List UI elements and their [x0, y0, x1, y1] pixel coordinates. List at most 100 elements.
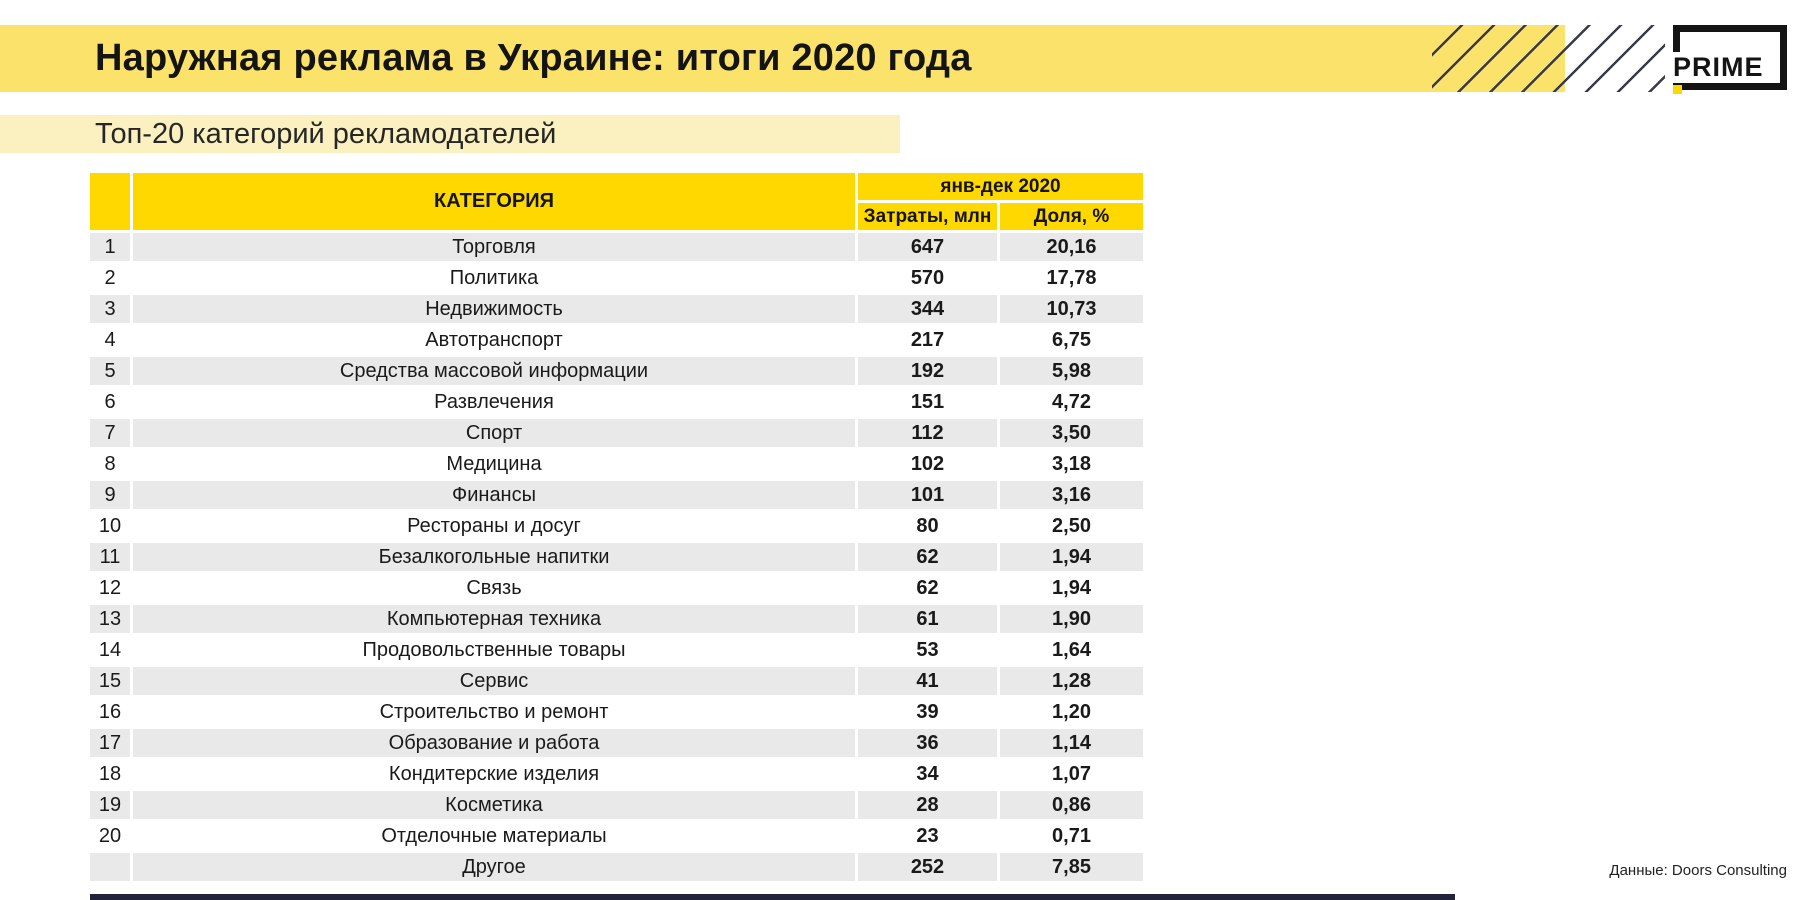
- table-row: 3 Недвижимость 344 10,73: [90, 295, 1143, 323]
- share-cell: 3,50: [1000, 419, 1143, 447]
- spend-cell: 192: [858, 357, 997, 385]
- category-cell: Рестораны и досуг: [133, 512, 855, 540]
- spend-cell: 151: [858, 388, 997, 416]
- category-cell: Автотранспорт: [133, 326, 855, 354]
- table-row: 14 Продовольственные товары 53 1,64: [90, 636, 1143, 664]
- share-cell: 7,85: [1000, 853, 1143, 881]
- share-cell: 0,71: [1000, 822, 1143, 850]
- prime-logo: PRIME: [1673, 25, 1787, 94]
- page-title: Наружная реклама в Украине: итоги 2020 г…: [95, 37, 972, 79]
- table-row: 11 Безалкогольные напитки 62 1,94: [90, 543, 1143, 571]
- share-cell: 3,18: [1000, 450, 1143, 478]
- share-cell: 1,90: [1000, 605, 1143, 633]
- rank-cell: 10: [90, 512, 130, 540]
- category-cell: Продовольственные товары: [133, 636, 855, 664]
- category-cell: Другое: [133, 853, 855, 881]
- subtitle-highlight: Топ-20 категорий рекламодателей: [0, 115, 900, 153]
- share-column-header: Доля, %: [1000, 203, 1143, 230]
- rank-cell: 2: [90, 264, 130, 292]
- rank-cell: 7: [90, 419, 130, 447]
- table-row: 15 Сервис 41 1,28: [90, 667, 1143, 695]
- table-row: 20 Отделочные материалы 23 0,71: [90, 822, 1143, 850]
- category-cell: Строительство и ремонт: [133, 698, 855, 726]
- share-cell: 1,64: [1000, 636, 1143, 664]
- share-cell: 5,98: [1000, 357, 1143, 385]
- spend-cell: 80: [858, 512, 997, 540]
- category-cell: Политика: [133, 264, 855, 292]
- rank-cell: 17: [90, 729, 130, 757]
- spend-cell: 101: [858, 481, 997, 509]
- table-body: 1 Торговля 647 20,16 2 Политика 570 17,78 3 Недви…: [90, 233, 1143, 881]
- rank-cell: 9: [90, 481, 130, 509]
- category-cell: Косметика: [133, 791, 855, 819]
- table-row: 2 Политика 570 17,78: [90, 264, 1143, 292]
- share-cell: 4,72: [1000, 388, 1143, 416]
- prime-logo-accent-square: [1673, 85, 1682, 94]
- category-cell: Кондитерские изделия: [133, 760, 855, 788]
- share-cell: 1,14: [1000, 729, 1143, 757]
- table-row: 17 Образование и работа 36 1,14: [90, 729, 1143, 757]
- share-cell: 17,78: [1000, 264, 1143, 292]
- table-row: 19 Косметика 28 0,86: [90, 791, 1143, 819]
- category-cell: Образование и работа: [133, 729, 855, 757]
- spend-cell: 647: [858, 233, 997, 261]
- table-row: 4 Автотранспорт 217 6,75: [90, 326, 1143, 354]
- title-bar: Наружная реклама в Украине: итоги 2020 г…: [0, 25, 1565, 92]
- rank-cell: 6: [90, 388, 130, 416]
- category-cell: Средства массовой информации: [133, 357, 855, 385]
- spend-cell: 112: [858, 419, 997, 447]
- category-cell: Медицина: [133, 450, 855, 478]
- data-source-note: Данные: Doors Consulting: [1609, 862, 1787, 879]
- period-column-header: янв-дек 2020: [858, 173, 1143, 200]
- share-cell: 1,20: [1000, 698, 1143, 726]
- spend-cell: 39: [858, 698, 997, 726]
- share-cell: 1,28: [1000, 667, 1143, 695]
- table-row: 18 Кондитерские изделия 34 1,07: [90, 760, 1143, 788]
- rank-cell: 4: [90, 326, 130, 354]
- subtitle: Топ-20 категорий рекламодателей: [95, 117, 557, 150]
- table-row: 5 Средства массовой информации 192 5,98: [90, 357, 1143, 385]
- category-column-header: КАТЕГОРИЯ: [133, 173, 855, 230]
- share-cell: 1,94: [1000, 543, 1143, 571]
- rank-cell: 20: [90, 822, 130, 850]
- category-cell: Финансы: [133, 481, 855, 509]
- rank-cell: 18: [90, 760, 130, 788]
- spend-cell: 28: [858, 791, 997, 819]
- table-row: 16 Строительство и ремонт 39 1,20: [90, 698, 1143, 726]
- category-cell: Отделочные материалы: [133, 822, 855, 850]
- category-cell: Торговля: [133, 233, 855, 261]
- spend-cell: 36: [858, 729, 997, 757]
- rank-cell: 3: [90, 295, 130, 323]
- rank-cell: 14: [90, 636, 130, 664]
- spend-cell: 252: [858, 853, 997, 881]
- share-cell: 6,75: [1000, 326, 1143, 354]
- rank-cell: 13: [90, 605, 130, 633]
- bottom-bar-decoration: [90, 894, 1455, 900]
- table-row: 10 Рестораны и досуг 80 2,50: [90, 512, 1143, 540]
- category-cell: Безалкогольные напитки: [133, 543, 855, 571]
- rank-cell: 1: [90, 233, 130, 261]
- rank-cell: 16: [90, 698, 130, 726]
- spend-column-header: Затраты, млн: [858, 203, 997, 230]
- share-cell: 20,16: [1000, 233, 1143, 261]
- share-cell: 1,94: [1000, 574, 1143, 602]
- spend-cell: 62: [858, 574, 997, 602]
- share-cell: 0,86: [1000, 791, 1143, 819]
- rank-column-header: [90, 173, 130, 230]
- table-row: 1 Торговля 647 20,16: [90, 233, 1143, 261]
- spend-cell: 344: [858, 295, 997, 323]
- rank-cell: [90, 853, 130, 881]
- spend-cell: 570: [858, 264, 997, 292]
- table-row: 9 Финансы 101 3,16: [90, 481, 1143, 509]
- rank-cell: 15: [90, 667, 130, 695]
- diagonal-stripes-decoration: [1432, 25, 1665, 92]
- category-cell: Компьютерная техника: [133, 605, 855, 633]
- spend-cell: 61: [858, 605, 997, 633]
- rank-cell: 8: [90, 450, 130, 478]
- spend-cell: 53: [858, 636, 997, 664]
- table-row: 12 Связь 62 1,94: [90, 574, 1143, 602]
- spend-cell: 23: [858, 822, 997, 850]
- table-row: Другое 252 7,85: [90, 853, 1143, 881]
- share-cell: 3,16: [1000, 481, 1143, 509]
